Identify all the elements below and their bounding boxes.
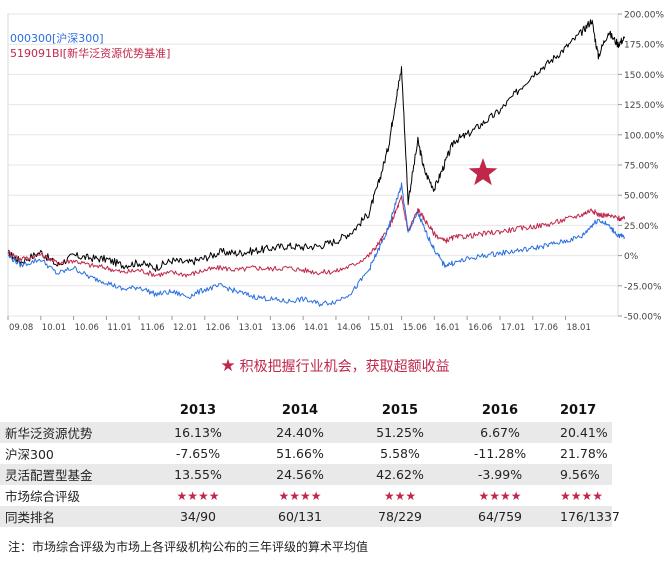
- x-tick-label: 15.06: [403, 323, 427, 333]
- x-tick-label: 15.01: [370, 323, 394, 333]
- y-tick-label: -50.00%: [624, 313, 662, 323]
- footnote: 注：市场综合评级为市场上各评级机构公布的三年评级的算术平均值: [8, 540, 369, 554]
- table-cell: 20.41%: [550, 422, 612, 443]
- header-year: 2017: [560, 402, 597, 418]
- row-label: 沪深300: [0, 443, 146, 464]
- table-cell: 24.40%: [250, 422, 350, 443]
- x-tick-label: 16.01: [435, 323, 459, 333]
- table-header-row: 2013 2014 2015 2016 2017: [0, 398, 612, 422]
- performance-line-chart: 200.00% 175.00% 150.00% 125.00% 100.00% 75.00…: [7, 11, 664, 333]
- header-year: 2016: [481, 402, 519, 418]
- table-cell: -11.28%: [450, 443, 550, 464]
- x-tick-label: 13.06: [271, 323, 295, 333]
- table-cell: -7.65%: [146, 443, 250, 464]
- x-tick-label: 17.01: [501, 323, 525, 333]
- header-year: 2013: [179, 402, 217, 418]
- y-tick-label: 200.00%: [624, 11, 664, 21]
- table-cell: 5.58%: [350, 443, 450, 464]
- rating-stars: ★★★★: [550, 485, 612, 506]
- header-year: 2014: [281, 402, 319, 418]
- x-tick-label: 14.01: [304, 323, 328, 333]
- table-cell: 176/1337: [550, 506, 620, 527]
- row-label: 同类排名: [0, 506, 146, 527]
- y-tick-label: 175.00%: [624, 41, 664, 51]
- x-tick-label: 10.06: [75, 323, 99, 333]
- y-tick-label: 150.00%: [624, 71, 664, 81]
- row-label: 市场综合评级: [0, 485, 146, 506]
- performance-table: 2013 2014 2015 2016 2017 新华泛资源优势 16.13% …: [0, 398, 620, 527]
- table-cell: 51.66%: [250, 443, 350, 464]
- y-tick-label: 25.00%: [624, 222, 659, 232]
- x-tick-label: 09.08: [9, 323, 33, 333]
- table-cell: 24.56%: [250, 464, 350, 485]
- x-tick-label: 14.06: [337, 323, 361, 333]
- header-blank: [0, 398, 146, 422]
- x-tick-label: 11.06: [140, 323, 164, 333]
- table-cell: 21.78%: [550, 443, 612, 464]
- line-csi300: [7, 182, 626, 307]
- x-tick-label: 13.01: [239, 323, 263, 333]
- table-cell: 64/759: [450, 506, 550, 527]
- row-label: 新华泛资源优势: [0, 422, 146, 443]
- line-benchmark: [7, 195, 626, 278]
- legend-item-benchmark: 519091BI[新华泛资源优势基准]: [10, 47, 171, 60]
- star-icon: ★: [220, 356, 236, 376]
- rating-stars: ★★★★: [450, 485, 550, 506]
- table-row: 新华泛资源优势 16.13% 24.40% 51.25% 6.67% 20.41…: [0, 422, 612, 443]
- x-tick-label: 10.01: [42, 323, 66, 333]
- table-row: 灵活配置型基金 13.55% 24.56% 42.62% -3.99% 9.56…: [0, 464, 612, 485]
- line-fund: [7, 19, 626, 272]
- table-cell: 34/90: [146, 506, 250, 527]
- annotation-star-icon: [468, 158, 498, 186]
- table-cell: 9.56%: [550, 464, 612, 485]
- rating-stars: ★★★: [350, 485, 450, 506]
- rating-stars: ★★★★: [250, 485, 350, 506]
- table-cell: 60/131: [250, 506, 350, 527]
- table-cell: 42.62%: [350, 464, 450, 485]
- y-tick-label: -25.00%: [624, 282, 662, 292]
- y-tick-label: 75.00%: [624, 162, 659, 172]
- table-row: 沪深300 -7.65% 51.66% 5.58% -11.28% 21.78%: [0, 443, 612, 464]
- x-tick-label: 12.06: [206, 323, 230, 333]
- x-tick-label: 17.06: [534, 323, 558, 333]
- slogan-text: 积极把握行业机会，获取超额收益: [239, 359, 450, 375]
- table-cell: 6.67%: [450, 422, 550, 443]
- x-tick-label: 18.01: [567, 323, 591, 333]
- x-tick-label: 12.01: [173, 323, 197, 333]
- header-year: 2015: [381, 402, 419, 418]
- y-tick-label: 100.00%: [624, 131, 664, 141]
- table-cell: 13.55%: [146, 464, 250, 485]
- legend-item-csi300: 000300[沪深300]: [10, 32, 104, 45]
- slogan: ★ 积极把握行业机会，获取超额收益: [0, 355, 670, 378]
- table-cell: 16.13%: [146, 422, 250, 443]
- table-cell: 78/229: [350, 506, 450, 527]
- table-cell: 51.25%: [350, 422, 450, 443]
- table-cell: -3.99%: [450, 464, 550, 485]
- table-row: 同类排名 34/90 60/131 78/229 64/759 176/1337: [0, 506, 620, 527]
- x-tick-label: 16.06: [468, 323, 492, 333]
- y-tick-label: 50.00%: [624, 192, 659, 202]
- y-tick-label: 0%: [624, 252, 639, 262]
- rating-stars: ★★★★: [146, 485, 250, 506]
- table-row: 市场综合评级 ★★★★ ★★★★ ★★★ ★★★★ ★★★★: [0, 485, 612, 506]
- row-label: 灵活配置型基金: [0, 464, 146, 485]
- x-tick-label: 11.01: [107, 323, 131, 333]
- y-tick-label: 125.00%: [624, 101, 664, 111]
- chart-area: 200.00% 175.00% 150.00% 125.00% 100.00% 75.00…: [7, 11, 664, 333]
